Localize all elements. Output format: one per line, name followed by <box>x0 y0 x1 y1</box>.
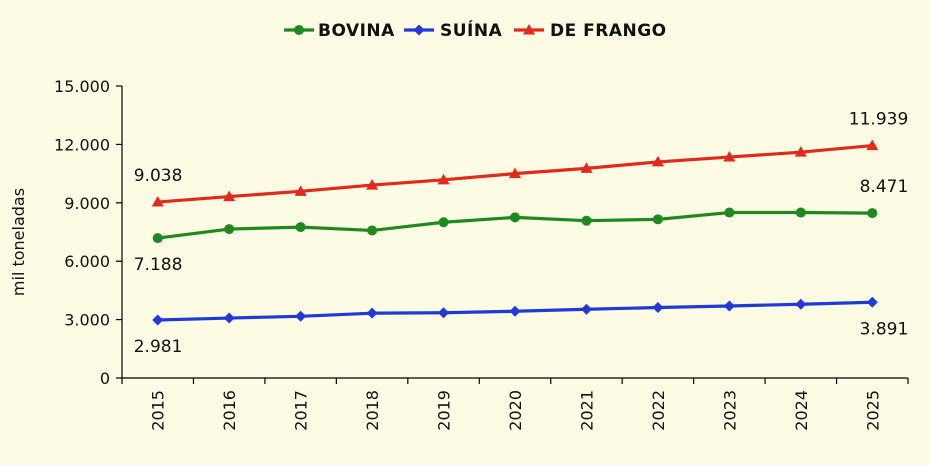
data-point <box>510 212 520 223</box>
x-tick-label: 2018 <box>363 390 382 431</box>
data-label: 9.038 <box>134 166 183 186</box>
legend-item-su-na: SUÍNA <box>404 19 503 41</box>
data-label: 7.188 <box>134 255 183 275</box>
legend-label: BOVINA <box>318 21 395 41</box>
x-tick-label: 2019 <box>435 390 454 431</box>
data-point <box>152 314 164 326</box>
y-tick-label: 6.000 <box>64 252 110 271</box>
data-label: 8.471 <box>860 177 909 197</box>
axes: 0 3.000 6.000 9.000 12.000 15.000 2015 2016 2017… <box>54 77 909 431</box>
data-point <box>151 196 164 207</box>
data-point <box>366 179 379 190</box>
y-tick-label: 0 <box>100 369 110 388</box>
legend-item-de-frango: DE FRANGO <box>514 21 667 41</box>
data-point <box>223 190 236 202</box>
series-layer <box>151 139 879 326</box>
legend-label: DE FRANGO <box>550 21 667 41</box>
data-point <box>723 300 735 312</box>
legend: BOVINA SUÍNA DE FRANGO <box>284 19 667 41</box>
data-point <box>367 225 378 236</box>
legend-marker <box>413 24 425 36</box>
x-tick-label: 2021 <box>577 390 596 431</box>
data-point <box>295 222 306 233</box>
series-su-na <box>152 296 878 326</box>
x-tick-label: 2024 <box>792 390 811 431</box>
data-point <box>294 185 307 196</box>
data-point <box>438 307 450 319</box>
x-tick-label: 2017 <box>292 390 311 431</box>
data-point <box>794 146 807 157</box>
data-label: 3.891 <box>860 319 909 339</box>
x-tick-label: 2023 <box>720 390 739 431</box>
legend-label: SUÍNA <box>440 19 503 41</box>
legend-item-bovina: BOVINA <box>284 21 395 41</box>
data-label: 2.981 <box>134 337 183 357</box>
data-point <box>724 207 735 218</box>
data-point <box>366 307 378 319</box>
data-point <box>866 296 878 308</box>
series-de-frango <box>151 139 879 207</box>
data-point <box>651 155 664 167</box>
y-axis-label: mil toneladas <box>9 188 28 296</box>
series-bovina <box>152 207 878 244</box>
data-point <box>437 173 450 185</box>
data-point <box>224 224 235 235</box>
data-point <box>652 214 663 225</box>
data-point <box>580 303 592 315</box>
legend-marker <box>523 24 535 35</box>
y-tick-label: 15.000 <box>54 77 110 96</box>
y-tick-label: 9.000 <box>64 194 110 213</box>
y-tick-label: 3.000 <box>64 311 110 330</box>
y-tick-label: 12.000 <box>54 135 110 154</box>
data-point <box>580 162 593 173</box>
data-point <box>866 139 879 151</box>
data-point <box>509 305 521 317</box>
legend-marker <box>294 25 304 35</box>
data-point <box>723 151 736 162</box>
data-point <box>652 302 664 314</box>
data-point <box>152 233 163 244</box>
data-point <box>223 312 235 324</box>
x-tick-label: 2025 <box>863 390 882 431</box>
x-tick-label: 2015 <box>149 390 168 431</box>
x-tick-label: 2016 <box>220 390 239 431</box>
data-point <box>581 215 592 226</box>
data-point <box>867 208 878 219</box>
data-point <box>295 310 307 322</box>
data-point <box>509 167 521 179</box>
data-point <box>795 207 806 218</box>
data-labels: 9.038 11.939 8.471 7.188 2.981 3.891 <box>134 110 909 357</box>
data-label: 11.939 <box>849 110 908 130</box>
data-point <box>438 217 449 228</box>
x-tick-label: 2020 <box>506 390 525 431</box>
data-point <box>795 298 807 310</box>
x-tick-label: 2022 <box>649 390 668 431</box>
